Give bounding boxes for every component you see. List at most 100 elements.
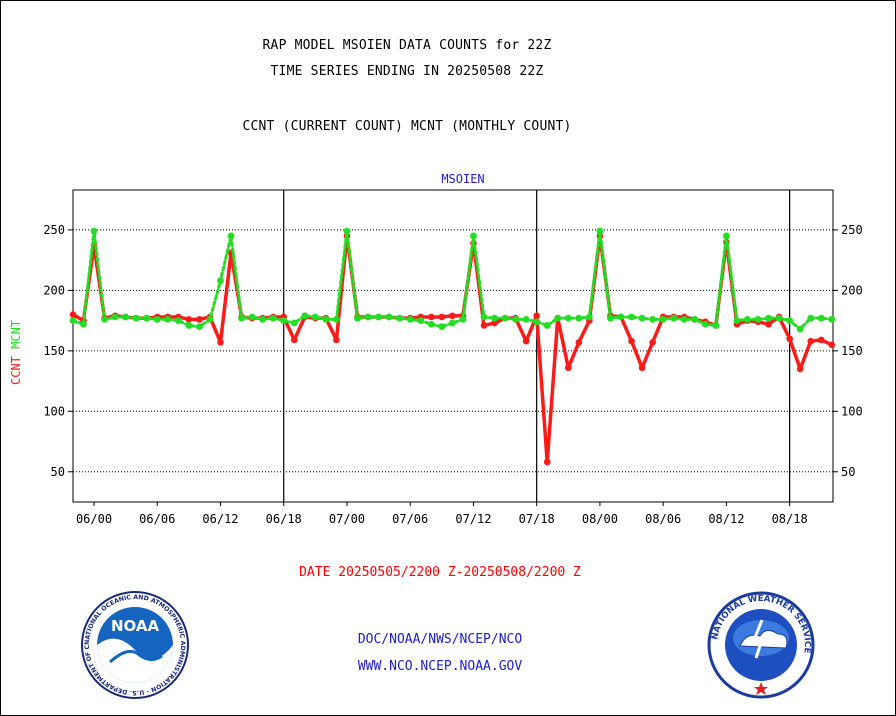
series-mcnt-point	[607, 314, 614, 322]
series-mcnt-point	[459, 315, 467, 323]
series-mcnt-point	[354, 314, 361, 322]
series-mcnt-point	[659, 315, 667, 323]
series-ccnt-point	[491, 319, 498, 327]
series-ccnt-point	[522, 337, 530, 345]
series-mcnt-point	[480, 313, 488, 321]
series-mcnt-point	[649, 315, 657, 323]
series-mcnt-point	[364, 313, 372, 321]
series-mcnt-point	[712, 322, 720, 329]
x-tick-label: 06/00	[76, 512, 112, 526]
x-tick-label: 08/12	[708, 512, 744, 526]
series-mcnt-point	[153, 315, 161, 323]
series-ccnt-point	[427, 313, 435, 321]
website-label: WWW.NCO.NCEP.NOAA.GOV	[357, 659, 523, 674]
series-ccnt-point	[828, 341, 836, 349]
series-mcnt-point	[765, 314, 772, 322]
series-mcnt-point	[417, 317, 425, 325]
series-ccnt-point	[628, 337, 635, 345]
series-mcnt-point	[754, 315, 762, 323]
series-mcnt-point	[385, 313, 393, 321]
series-mcnt-point	[564, 314, 572, 322]
nws-logo: NATIONAL WEATHER SERVICE	[707, 591, 815, 699]
series-mcnt-point	[807, 314, 815, 322]
series-mcnt-point	[301, 312, 309, 320]
series-ccnt-point	[638, 364, 646, 372]
x-tick-label: 06/18	[266, 512, 302, 526]
series-mcnt-point	[680, 315, 688, 323]
series-mcnt-point	[248, 313, 256, 321]
series-mcnt-point	[786, 317, 794, 325]
series-mcnt-point	[775, 314, 783, 322]
series-mcnt-point	[206, 315, 214, 323]
series-ccnt-point	[807, 337, 815, 345]
series-mcnt-point	[638, 314, 646, 322]
y-tick-label-right: 150	[841, 344, 863, 358]
series-ccnt-point	[796, 365, 804, 373]
series-ccnt-point	[185, 316, 193, 323]
series-mcnt-point	[543, 322, 551, 329]
date-range-label: DATE 20250505/2200 Z-20250508/2200 Z	[299, 565, 581, 580]
series-ccnt-point	[565, 364, 572, 372]
series-mcnt-point	[238, 314, 245, 322]
series-mcnt-point	[122, 313, 130, 321]
x-tick-label: 07/00	[329, 512, 365, 526]
x-tick-label: 08/18	[772, 512, 808, 526]
x-tick-label: 08/00	[582, 512, 618, 526]
chart-title-line2: TIME SERIES ENDING IN 20250508 22Z	[270, 64, 544, 79]
series-ccnt-point	[649, 339, 656, 346]
series-mcnt-point	[111, 313, 119, 321]
y-axis-label-mcnt: MCNT	[9, 320, 23, 349]
series-mcnt-point	[322, 315, 330, 323]
series-mcnt-point	[723, 232, 730, 240]
x-tick-label: 08/06	[645, 512, 681, 526]
series-ccnt-point	[786, 335, 793, 343]
series-ccnt-point	[196, 316, 203, 323]
series-mcnt-point	[448, 319, 456, 327]
series-mcnt-point	[691, 315, 699, 323]
series-mcnt-point	[796, 325, 804, 333]
series-ccnt-point	[69, 311, 77, 318]
series-mcnt-point	[101, 315, 108, 323]
y-tick-label-left: 250	[43, 223, 65, 237]
series-mcnt-point	[217, 277, 224, 285]
series-ccnt-point	[765, 320, 772, 328]
series-mcnt-point	[628, 313, 635, 321]
plot-frame	[72, 189, 834, 503]
org-path-label: DOC/NOAA/NWS/NCEP/NCO	[357, 632, 523, 647]
x-tick-label: 07/12	[455, 512, 491, 526]
series-mcnt-point	[80, 320, 87, 328]
series-mcnt-point	[670, 314, 678, 322]
series-mcnt-point	[164, 315, 172, 323]
series-mcnt-point	[470, 232, 477, 240]
series-mcnt-point	[311, 313, 319, 321]
series-ccnt-point	[217, 339, 224, 346]
y-tick-label-right: 200	[841, 283, 863, 297]
series-mcnt-point	[491, 314, 498, 322]
series-mcnt-point	[575, 314, 583, 322]
series-mcnt-point	[512, 315, 519, 323]
series-mcnt-point	[617, 313, 625, 321]
x-tick-label: 06/12	[202, 512, 238, 526]
series-mcnt-point	[343, 227, 351, 235]
series-ccnt-point	[333, 336, 340, 344]
series-mcnt-point	[427, 320, 435, 328]
series-mcnt-point	[585, 313, 593, 321]
series-mcnt-point	[269, 314, 277, 322]
series-ccnt-point	[575, 339, 583, 346]
chart-title-line1: RAP MODEL MSOIEN DATA COUNTS for 22Z	[262, 38, 552, 53]
series-mcnt-point	[90, 227, 98, 235]
series-mcnt-point	[744, 315, 751, 323]
x-tick-label: 07/06	[392, 512, 428, 526]
series-ccnt-point	[290, 336, 298, 344]
series-mcnt-point	[701, 320, 709, 328]
series-ccnt-point	[449, 312, 456, 320]
series-mcnt-point	[196, 323, 203, 331]
series-mcnt-point	[290, 319, 298, 327]
series-mcnt-point	[132, 314, 140, 322]
chart-subtitle: CCNT (CURRENT COUNT) MCNT (MONTHLY COUNT…	[242, 119, 572, 134]
series-mcnt-point	[596, 227, 604, 235]
series-mcnt-point	[259, 315, 267, 323]
series-mcnt-point	[185, 322, 193, 329]
series-mcnt-point	[533, 318, 541, 326]
series-mcnt-point	[396, 314, 404, 322]
